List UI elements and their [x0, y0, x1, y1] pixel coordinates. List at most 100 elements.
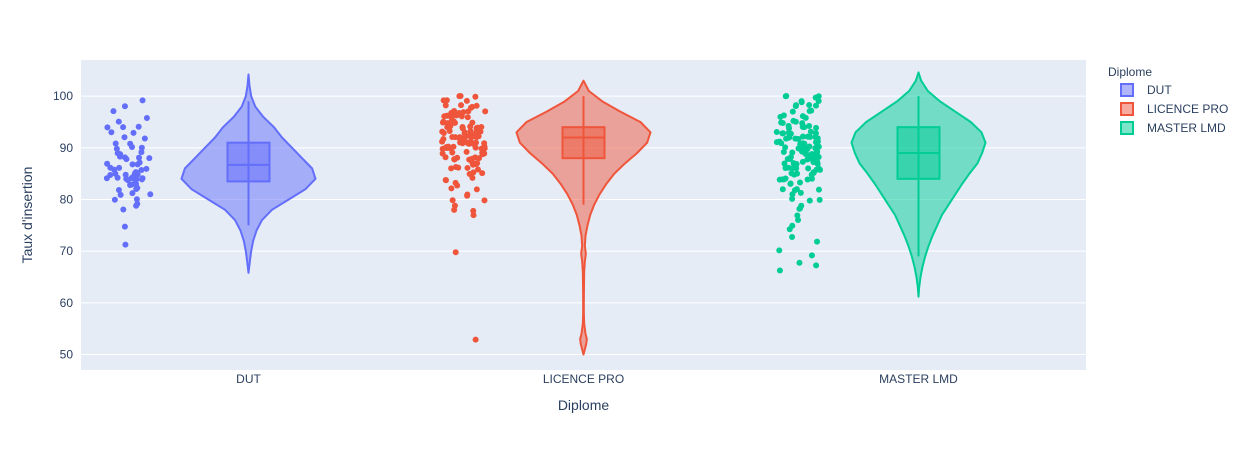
- data-point-master-lmd: [789, 195, 796, 202]
- data-point-licence-pro: [466, 156, 473, 163]
- x-tick-label: MASTER LMD: [879, 372, 958, 386]
- data-point-licence-pro: [463, 97, 470, 104]
- violin-licence-pro: [515, 79, 652, 356]
- data-point-licence-pro: [459, 125, 466, 132]
- data-point-dut: [138, 144, 145, 151]
- data-point-dut: [112, 140, 119, 147]
- data-point-licence-pro: [452, 249, 459, 256]
- data-point-licence-pro: [468, 134, 475, 141]
- data-point-dut: [128, 181, 135, 188]
- data-point-dut: [120, 206, 127, 213]
- data-point-master-lmd: [779, 176, 786, 183]
- data-point-master-lmd: [799, 133, 806, 140]
- data-point-licence-pro: [472, 93, 479, 100]
- data-point-licence-pro: [439, 119, 446, 126]
- data-point-master-lmd: [789, 165, 796, 172]
- data-point-master-lmd: [776, 247, 783, 254]
- data-point-licence-pro: [464, 114, 471, 121]
- data-point-dut: [130, 129, 137, 136]
- data-point-dut: [108, 129, 115, 136]
- data-point-master-lmd: [781, 160, 788, 167]
- data-point-master-lmd: [782, 165, 789, 172]
- data-point-dut: [133, 202, 140, 209]
- data-point-licence-pro: [467, 104, 474, 111]
- data-point-master-lmd: [786, 125, 792, 132]
- data-point-licence-pro: [475, 166, 482, 173]
- data-point-master-lmd: [816, 196, 823, 203]
- data-point-master-lmd: [800, 123, 807, 130]
- data-point-licence-pro: [439, 138, 446, 145]
- data-point-licence-pro: [449, 197, 456, 204]
- data-point-dut: [114, 150, 121, 157]
- data-point-licence-pro: [451, 206, 458, 213]
- legend-item-label: LICENCE PRO: [1147, 102, 1228, 116]
- data-point-master-lmd: [780, 130, 787, 137]
- data-point-licence-pro: [472, 144, 479, 151]
- data-point-master-lmd: [813, 102, 820, 109]
- data-point-licence-pro: [464, 139, 471, 146]
- data-point-master-lmd: [789, 222, 796, 229]
- data-point-master-lmd: [792, 118, 799, 125]
- data-point-master-lmd: [780, 148, 787, 155]
- data-point-dut: [112, 170, 119, 177]
- data-point-master-lmd: [802, 150, 809, 157]
- data-point-master-lmd: [795, 217, 802, 224]
- data-point-dut: [123, 156, 130, 163]
- data-point-master-lmd: [796, 205, 803, 212]
- data-point-dut: [129, 161, 136, 168]
- violins: [180, 71, 987, 356]
- data-point-master-lmd: [813, 262, 820, 269]
- data-point-dut: [115, 118, 122, 125]
- data-point-dut: [136, 154, 143, 161]
- y-tick-label: 100: [53, 89, 73, 103]
- data-point-dut: [141, 135, 148, 142]
- data-point-master-lmd: [813, 124, 820, 131]
- data-point-licence-pro: [481, 145, 488, 152]
- data-point-master-lmd: [812, 150, 819, 157]
- data-point-dut: [120, 124, 127, 131]
- data-point-master-lmd: [773, 128, 780, 135]
- data-point-licence-pro: [467, 123, 474, 130]
- legend-item-label: MASTER LMD: [1147, 121, 1226, 135]
- data-point-licence-pro: [463, 148, 470, 155]
- data-point-master-lmd: [815, 186, 822, 193]
- data-point-dut: [115, 187, 122, 194]
- y-tick-label: 70: [60, 244, 74, 258]
- data-point-dut: [133, 196, 140, 203]
- data-point-licence-pro: [457, 139, 464, 146]
- data-point-licence-pro: [458, 102, 465, 109]
- data-point-dut: [104, 124, 111, 131]
- data-point-master-lmd: [806, 102, 813, 109]
- data-point-master-lmd: [789, 149, 796, 156]
- data-point-master-lmd: [814, 238, 821, 245]
- data-point-master-lmd: [797, 145, 804, 152]
- data-point-licence-pro: [479, 149, 486, 156]
- data-point-licence-pro: [451, 107, 458, 114]
- data-point-dut: [111, 196, 118, 203]
- data-point-dut: [116, 164, 123, 171]
- data-point-master-lmd: [804, 156, 811, 163]
- legend-swatch: [1120, 83, 1134, 97]
- data-point-master-lmd: [797, 189, 804, 196]
- y-tick-label: 60: [60, 296, 74, 310]
- data-point-licence-pro: [452, 134, 459, 141]
- data-point-dut: [110, 108, 117, 115]
- data-point-master-lmd: [810, 159, 817, 166]
- data-point-licence-pro: [474, 124, 481, 131]
- data-point-master-lmd: [798, 98, 805, 105]
- data-point-licence-pro: [448, 165, 455, 172]
- data-point-master-lmd: [785, 134, 792, 141]
- data-point-dut: [133, 169, 140, 176]
- data-point-master-lmd: [799, 158, 806, 165]
- data-point-master-lmd: [794, 212, 801, 219]
- data-point-licence-pro: [479, 170, 486, 177]
- box-dut: [226, 141, 271, 183]
- legend: Diplome DUT LICENCE PRO MASTER LMD: [1108, 65, 1228, 135]
- data-point-licence-pro: [470, 207, 477, 214]
- data-point-master-lmd: [802, 114, 809, 121]
- data-point-licence-pro: [448, 114, 455, 121]
- data-point-master-lmd: [807, 128, 814, 135]
- data-point-licence-pro: [447, 145, 454, 152]
